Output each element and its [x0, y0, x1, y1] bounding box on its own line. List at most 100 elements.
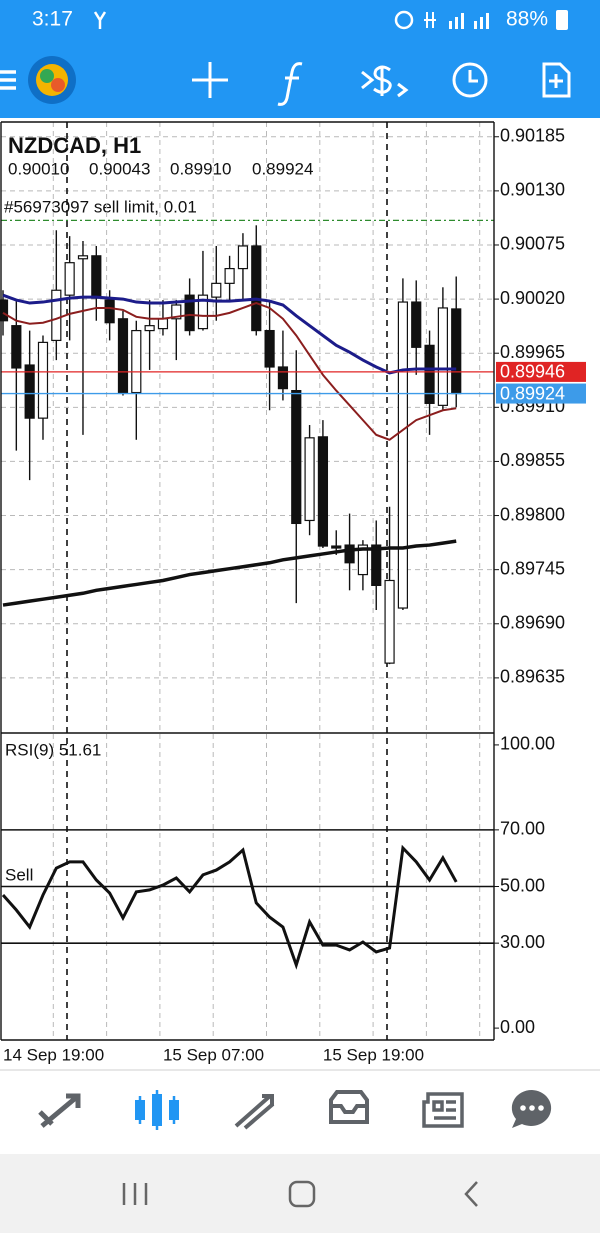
nav-messages: [538, 1105, 544, 1111]
rsi-label: RSI(9) 51.61: [5, 740, 101, 759]
y-tick-label: 0.89635: [500, 667, 565, 687]
candle-body-down: [91, 255, 102, 299]
y-tick-label: 0.90130: [500, 180, 565, 200]
nav-messages: [529, 1105, 535, 1111]
candle-body-up: [211, 282, 222, 298]
candle-body-down: [277, 366, 289, 390]
candle-body-down: [344, 544, 355, 564]
candle-body-down: [424, 344, 435, 404]
moving-average: [2, 293, 457, 375]
ohlc-header: 0.90010: [8, 159, 69, 178]
timeframe-icon[interactable]: [452, 62, 488, 98]
moving-average: [2, 539, 457, 607]
nav-trade[interactable]: [234, 1094, 275, 1130]
y-tick-label: 0.89800: [500, 504, 565, 524]
y-tick-label: 0.90185: [500, 126, 565, 146]
candle-body-down: [317, 436, 329, 547]
signal-bar: [461, 13, 464, 29]
candle-body-up: [237, 245, 249, 270]
status-time: 3:17: [32, 8, 73, 31]
ohlc-header: 0.90043: [89, 159, 150, 178]
y-tick-label: 0.89745: [500, 558, 565, 578]
price-tag-label: 0.89924: [500, 383, 565, 403]
rsi-line: [1, 844, 458, 970]
candle-body-up: [77, 255, 89, 260]
timeframe-icon: [468, 70, 478, 83]
candle-body-down: [251, 245, 262, 332]
candle-body-down: [371, 544, 382, 587]
battery-icon: [556, 10, 568, 30]
indicator-icon[interactable]: [277, 62, 303, 106]
candle-body-up: [384, 579, 395, 664]
rsi-annotation: Sell: [5, 865, 33, 884]
candle-body-up: [144, 325, 155, 332]
status-icon: [93, 11, 107, 29]
y-tick-label: 50.00: [500, 875, 545, 895]
crosshair-icon[interactable]: [192, 62, 228, 98]
system-home[interactable]: [288, 1180, 316, 1208]
moving-average: [2, 301, 457, 441]
ohlc-header: 0.89924: [252, 159, 313, 178]
candle-body-down: [331, 545, 342, 549]
system-back[interactable]: [464, 1181, 478, 1207]
y-tick-label: 0.90020: [500, 288, 565, 308]
y-tick-label: 0.89965: [500, 342, 565, 362]
status-icon: [394, 10, 414, 30]
price-tag: [496, 361, 586, 382]
nav-chart[interactable]: [169, 1100, 179, 1120]
candle-body-down: [184, 294, 195, 332]
new-order-icon[interactable]: [542, 62, 571, 98]
y-tick-label: 30.00: [500, 932, 545, 952]
candle-body-down: [451, 308, 462, 395]
price-tag: [496, 383, 586, 404]
candle-body-down: [0, 299, 9, 322]
ohlc-header: 0.89910: [170, 159, 231, 178]
candle-body-up: [197, 294, 209, 330]
status-icon: [424, 12, 436, 28]
order-label: #56973097 sell limit, 0.01: [4, 197, 197, 216]
nav-chart[interactable]: [135, 1100, 145, 1120]
signal-bar: [480, 17, 483, 29]
candle-body-down: [264, 329, 275, 368]
nav-history[interactable]: [329, 1090, 369, 1124]
candle-body-down: [11, 325, 22, 369]
signal-bar: [455, 17, 458, 29]
trade-icon[interactable]: [361, 65, 409, 98]
status-battery: 88%: [506, 8, 548, 31]
candle-body-up: [131, 329, 142, 394]
candle-body-up: [64, 262, 75, 296]
app-logo: [40, 69, 54, 83]
x-tick-label: 14 Sep 19:00: [3, 1045, 104, 1064]
y-tick-label: 0.89690: [500, 613, 565, 633]
nav-news[interactable]: [422, 1092, 464, 1128]
y-tick-label: 0.90075: [500, 234, 565, 254]
chart-background: [0, 118, 600, 1070]
nav-quotes[interactable]: [38, 1093, 81, 1128]
signal-bar: [449, 21, 452, 29]
candle-body-up: [224, 267, 235, 284]
candle-body-up: [51, 289, 62, 342]
nav-chart[interactable]: [152, 1094, 162, 1126]
candle-body-up: [171, 304, 182, 320]
x-tick-label: 15 Sep 19:00: [323, 1045, 424, 1064]
candle-body-down: [104, 299, 115, 324]
app-logo: [51, 78, 65, 92]
candle-body-up: [397, 301, 408, 609]
candle-body-up: [37, 341, 49, 419]
candle-body-up: [157, 318, 169, 330]
candle-body-up: [437, 307, 448, 406]
bottom-nav: [0, 1070, 600, 1154]
price-tag-label: 0.89946: [500, 362, 565, 382]
x-tick-label: 15 Sep 07:00: [163, 1045, 264, 1064]
signal-bar: [474, 21, 477, 29]
candle-body-down: [411, 301, 422, 348]
candle-body-up: [304, 437, 315, 522]
y-tick-label: 70.00: [500, 819, 545, 839]
signal-bar: [486, 13, 489, 29]
system-nav-bar: [0, 1154, 600, 1233]
candle-body-up: [357, 544, 369, 576]
y-tick-label: 100.00: [500, 734, 555, 754]
